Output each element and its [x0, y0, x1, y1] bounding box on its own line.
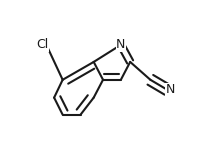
Text: Cl: Cl: [36, 38, 49, 51]
Text: N: N: [166, 83, 175, 96]
Text: N: N: [116, 38, 126, 51]
